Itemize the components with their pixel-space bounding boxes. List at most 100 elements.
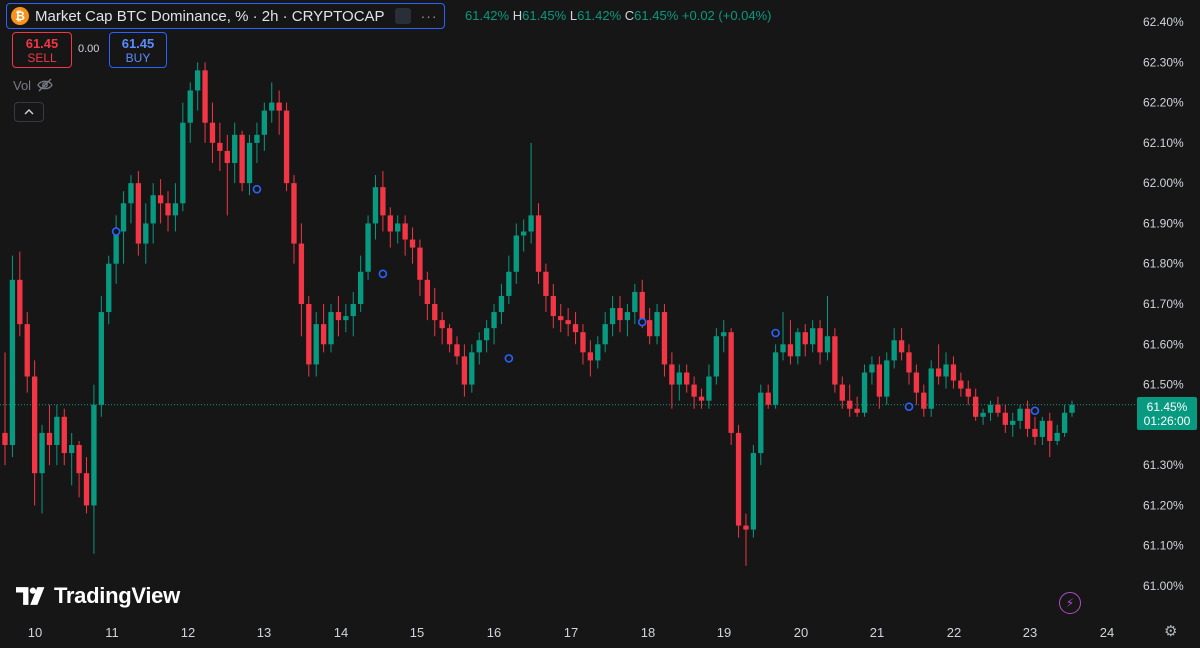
candle <box>758 384 764 466</box>
candle <box>728 328 734 445</box>
symbol-title[interactable]: ₿ Market Cap BTC Dominance, % · 2h · CRY… <box>6 3 445 29</box>
candle <box>24 312 30 393</box>
candle-body <box>587 352 594 361</box>
candle <box>150 183 156 244</box>
candle <box>558 304 564 333</box>
candle-body <box>306 304 312 365</box>
candle <box>454 336 460 365</box>
candle <box>513 223 519 284</box>
candle <box>483 320 490 353</box>
event-marker[interactable] <box>111 227 121 236</box>
y-tick-label: 61.90% <box>1143 216 1184 230</box>
candle <box>380 171 386 232</box>
candle-body <box>298 243 305 304</box>
candle <box>202 62 208 143</box>
candle <box>446 324 453 353</box>
y-tick-label: 61.30% <box>1143 458 1184 472</box>
candle <box>128 175 134 224</box>
candle-body <box>765 392 771 405</box>
x-tick-label: 24 <box>1100 625 1114 640</box>
x-tick-label: 22 <box>947 625 961 640</box>
y-tick-label: 61.80% <box>1143 257 1184 271</box>
x-tick-label: 13 <box>257 625 271 640</box>
y-tick-label: 61.00% <box>1143 579 1184 593</box>
candle <box>61 408 67 466</box>
candle-body <box>402 223 408 240</box>
candle-body <box>661 312 668 365</box>
candle <box>461 344 468 397</box>
event-marker[interactable] <box>504 354 514 363</box>
candle <box>306 295 312 377</box>
tradingview-logo[interactable]: TradingView <box>16 583 180 609</box>
candle <box>943 352 949 389</box>
candle <box>913 364 920 405</box>
more-icon[interactable]: ··· <box>420 8 438 24</box>
candle-body <box>246 142 253 184</box>
candle-body <box>958 380 964 389</box>
x-tick-label: 19 <box>717 625 731 640</box>
candle <box>809 320 816 353</box>
candle-body <box>721 332 727 337</box>
event-marker[interactable] <box>1030 406 1040 416</box>
candle-body <box>1069 404 1075 413</box>
menu-icon[interactable] <box>394 8 411 24</box>
close-value: 61.45% <box>634 8 679 23</box>
y-tick-label: 61.70% <box>1143 297 1184 311</box>
candle-body <box>713 336 720 377</box>
candle-body <box>980 412 986 417</box>
candle-body <box>898 340 905 353</box>
candle <box>1054 424 1060 445</box>
collapse-button[interactable] <box>14 102 44 122</box>
candle-body <box>691 384 697 397</box>
candle <box>224 134 230 216</box>
candle <box>469 344 475 393</box>
candle <box>624 304 631 337</box>
candle-body <box>209 122 216 143</box>
candle <box>365 215 371 280</box>
candle-body <box>269 102 275 111</box>
sell-button[interactable]: 61.45 SELL <box>12 32 72 68</box>
chart-title: Market Cap BTC Dominance, % · 2h · CRYPT… <box>35 7 385 25</box>
bitcoin-icon: ₿ <box>11 7 29 25</box>
eye-hidden-icon[interactable] <box>37 77 53 93</box>
volume-indicator[interactable]: Vol <box>13 77 53 93</box>
candle-body <box>1017 408 1023 421</box>
bar-countdown: 01:26:00 <box>1143 413 1191 428</box>
candle-body <box>446 328 453 345</box>
candle <box>357 255 364 313</box>
candle <box>958 372 964 397</box>
event-marker[interactable] <box>252 184 262 194</box>
candle-body <box>1047 420 1053 441</box>
candle-body <box>476 340 482 353</box>
candle-body <box>987 404 994 413</box>
event-marker[interactable] <box>904 402 914 412</box>
event-marker[interactable] <box>771 328 780 338</box>
gear-icon[interactable]: ⚙ <box>1164 623 1178 640</box>
y-tick-label: 61.10% <box>1143 539 1184 553</box>
candle-body <box>498 295 505 313</box>
x-tick-label: 12 <box>181 625 195 640</box>
lightning-icon[interactable]: ⚡ <box>1059 592 1081 614</box>
buy-button[interactable]: 61.45 BUY <box>109 32 167 68</box>
low-label: L <box>569 8 578 23</box>
x-tick-label: 16 <box>487 625 501 640</box>
candle <box>83 457 90 514</box>
candle <box>54 404 60 466</box>
candle <box>987 400 994 421</box>
candle-body <box>46 432 53 445</box>
candle <box>1017 404 1023 429</box>
candle <box>928 360 934 417</box>
candle <box>91 384 97 554</box>
candle <box>580 324 586 365</box>
event-marker[interactable] <box>378 269 388 279</box>
candle-body <box>165 203 171 216</box>
candle-body <box>1061 412 1068 433</box>
candle <box>765 384 771 409</box>
candle-body <box>521 231 527 236</box>
candle-body <box>409 239 416 248</box>
candle <box>550 283 556 329</box>
candle <box>239 130 245 192</box>
event-marker[interactable] <box>637 317 647 327</box>
candle-body <box>24 324 30 377</box>
